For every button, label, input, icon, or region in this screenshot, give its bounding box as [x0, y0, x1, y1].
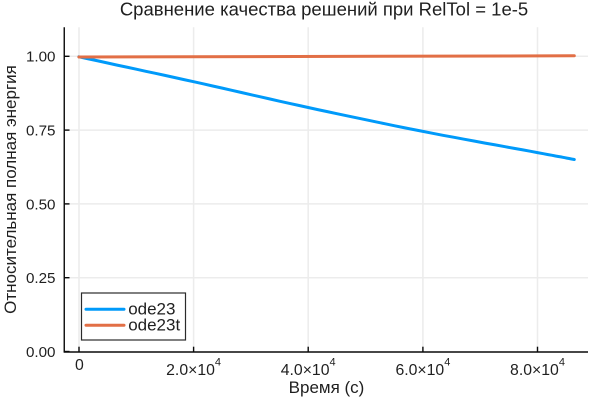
svg-text:2.0×104: 2.0×104 [166, 357, 221, 379]
svg-text:4.0×104: 4.0×104 [281, 357, 336, 379]
svg-text:0.50: 0.50 [26, 196, 56, 213]
svg-text:0: 0 [75, 357, 84, 374]
svg-text:8.0×104: 8.0×104 [510, 357, 565, 379]
svg-text:ode23t: ode23t [128, 315, 180, 334]
svg-text:Относительная полная энергия: Относительная полная энергия [1, 65, 20, 314]
svg-text:0.00: 0.00 [26, 344, 56, 361]
svg-text:6.0×104: 6.0×104 [395, 357, 450, 379]
svg-text:Сравнение качества решений при: Сравнение качества решений при RelTol = … [120, 0, 528, 19]
svg-text:0.75: 0.75 [26, 123, 56, 140]
svg-text:Время (с): Время (с) [289, 378, 365, 397]
svg-text:ode23: ode23 [128, 299, 175, 318]
svg-text:1.00: 1.00 [26, 49, 56, 66]
svg-text:0.25: 0.25 [26, 270, 56, 287]
